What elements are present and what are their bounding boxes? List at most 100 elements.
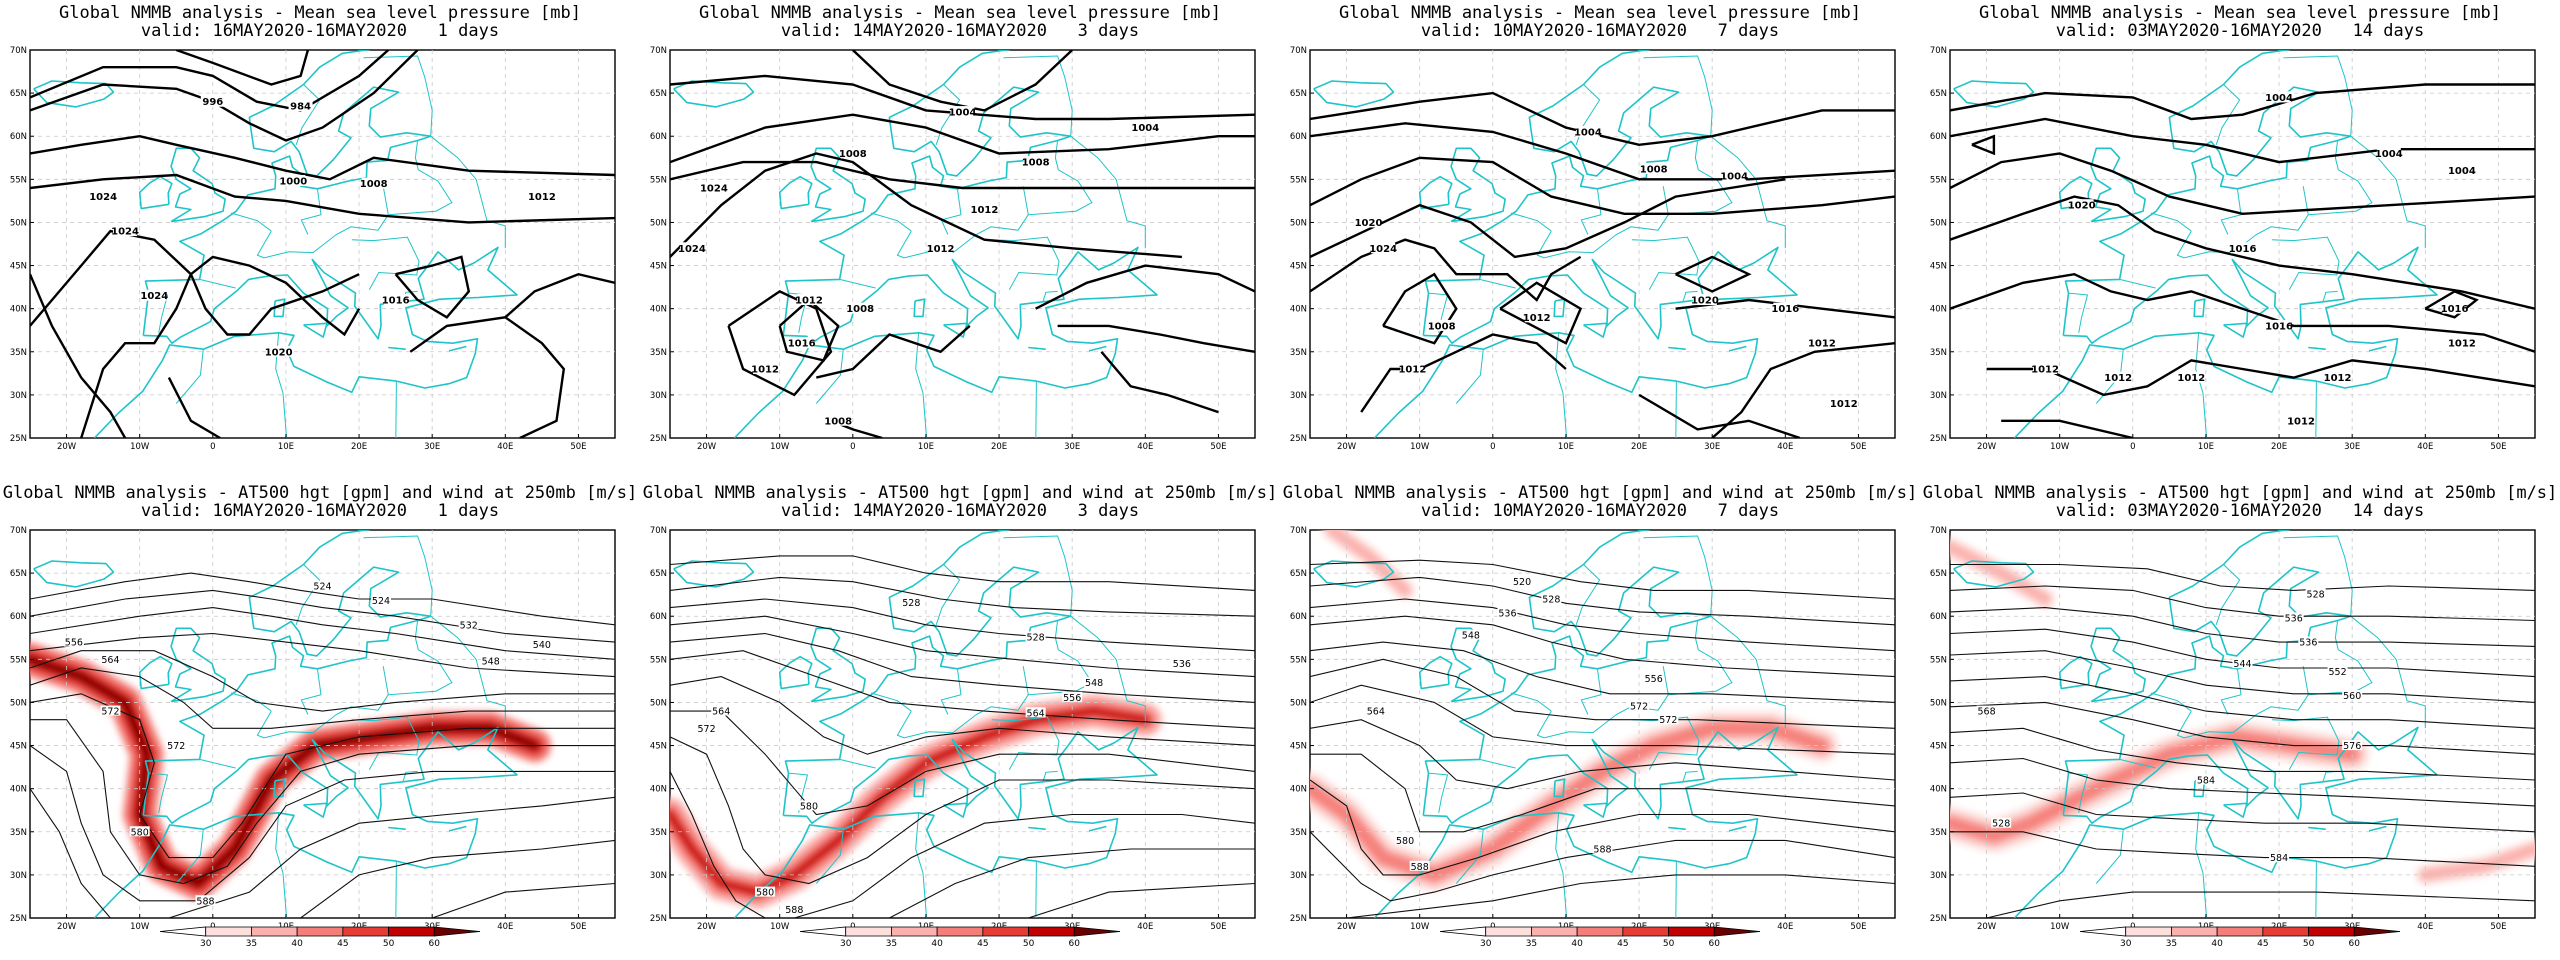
colorbar-label: 35 — [246, 939, 257, 949]
axis-ticks: 20W 10W 0 10E 20E 30E 40E 50E 70N 65N 60N 55N 50N 45N… — [10, 46, 587, 452]
colorbar-swatch — [1713, 926, 1761, 937]
lat-tick-label: 35N — [10, 828, 27, 838]
contour-label: 532 — [460, 620, 478, 631]
lat-tick-label: 60N — [1290, 612, 1307, 622]
colorbar-swatch — [2216, 926, 2264, 937]
colorbar-swatch — [1028, 926, 1075, 937]
lon-tick-label: 20E — [351, 442, 367, 452]
isobar-label: 1012 — [2324, 373, 2352, 384]
colorbar-label: 30 — [1480, 939, 1492, 949]
contour-label: 564 — [1027, 708, 1045, 719]
colorbar-swatch — [2262, 926, 2309, 937]
panel-title: Global NMMB analysis - AT500 hgt [gpm] a… — [642, 483, 1278, 503]
panel-title: Global NMMB analysis - Mean sea level pr… — [699, 3, 1221, 23]
lat-tick-label: 70N — [1290, 526, 1307, 536]
contour-label: 572 — [1630, 701, 1648, 712]
colorbar-label: 40 — [1571, 939, 1583, 949]
colorbar-label: 60 — [1709, 939, 1721, 949]
isobar-label: 1016 — [788, 339, 816, 350]
colorbar-swatch — [936, 926, 984, 937]
map-canvas: 1004 1004 1004 1020 1016 1016 1012 1012 1012 1012… — [1930, 46, 2536, 452]
contour-label: 568 — [1977, 707, 1995, 718]
colorbar-swatch — [1073, 926, 1121, 937]
panel-valid-period: valid: 03MAY2020-16MAY2020 14 days — [2055, 501, 2425, 521]
isobar-label: 1024 — [678, 244, 706, 255]
lon-tick-label: 20W — [1977, 442, 1997, 452]
lon-tick-label: 10W — [2050, 922, 2070, 932]
coastlines — [673, 50, 1158, 438]
colorbar-swatch — [2079, 926, 2127, 937]
contour-label: 576 — [2343, 741, 2361, 752]
contour-label: 588 — [1593, 845, 1611, 856]
lat-tick-label: 55N — [650, 175, 667, 185]
panel-valid-period: valid: 10MAY2020-16MAY2020 7 days — [1420, 21, 1780, 41]
contour-label: 528 — [902, 598, 920, 609]
lat-tick-label: 60N — [1290, 132, 1307, 142]
isobar-label: 1020 — [1355, 218, 1383, 229]
lat-tick-label: 65N — [650, 89, 667, 99]
colorbar-label: 50 — [2303, 939, 2315, 949]
map-panel-mslp-14d: Global NMMB analysis - Mean sea level pr… — [1920, 0, 2560, 480]
map-panel-mslp-3d: Global NMMB analysis - Mean sea level pr… — [640, 0, 1280, 480]
lat-tick-label: 40N — [10, 305, 27, 315]
colorbar-label: 35 — [2166, 939, 2177, 949]
contour-label: 556 — [1063, 693, 1081, 704]
colorbar-swatch — [982, 926, 1029, 937]
lon-tick-label: 20W — [57, 922, 77, 932]
lat-tick-label: 55N — [1290, 655, 1307, 665]
lat-tick-label: 55N — [1290, 175, 1307, 185]
lat-tick-label: 50N — [1290, 218, 1307, 228]
isobar-label: 1016 — [2229, 244, 2257, 255]
lon-tick-label: 10E — [278, 442, 294, 452]
lon-tick-label: 20W — [697, 922, 717, 932]
lat-tick-label: 45N — [1290, 262, 1307, 272]
isobar-label: 1012 — [2177, 373, 2205, 384]
contour-label: 580 — [756, 888, 774, 899]
lon-tick-label: 20W — [1977, 922, 1997, 932]
contour-label: 528 — [1992, 819, 2010, 830]
isobar-label: 1024 — [89, 192, 117, 203]
lat-tick-label: 45N — [1290, 742, 1307, 752]
lat-lon-grid — [1950, 530, 2535, 918]
colorbar-label: 45 — [337, 939, 348, 949]
isobar-label: 1008 — [824, 416, 852, 427]
contour-label: 536 — [2299, 638, 2317, 649]
map-canvas: 52852853654855656456457258058058820W10W0… — [650, 526, 1256, 949]
lon-tick-label: 10W — [770, 922, 790, 932]
colorbar-swatch — [799, 926, 847, 937]
isobar-label: 1012 — [1398, 365, 1426, 376]
isobar-labels: 1004 1004 1008 1008 1012 1012 1024 1024 1016 1012… — [678, 106, 1159, 427]
lat-tick-label: 45N — [10, 262, 27, 272]
lon-tick-label: 10W — [2050, 442, 2070, 452]
lat-tick-label: 40N — [650, 785, 667, 795]
colorbar-label: 50 — [1663, 939, 1675, 949]
lon-tick-label: 20E — [991, 442, 1007, 452]
isobar-label: 1024 — [1369, 244, 1397, 255]
lat-tick-label: 35N — [650, 828, 667, 838]
lat-tick-label: 55N — [10, 175, 27, 185]
lat-tick-label: 30N — [1290, 871, 1307, 881]
lat-tick-label: 50N — [650, 698, 667, 708]
lon-tick-label: 40E — [497, 922, 513, 932]
wind-speed-colorbar: 30 35 40 45 50 60 — [799, 926, 1121, 949]
isobar-label: 1000 — [279, 177, 307, 188]
lon-tick-label: 50E — [570, 442, 586, 452]
lon-tick-label: 30E — [1064, 442, 1080, 452]
lat-tick-label: 70N — [1930, 46, 1947, 56]
isobar-label: 996 — [202, 97, 223, 108]
panel-valid-period: valid: 14MAY2020-16MAY2020 3 days — [780, 501, 1140, 521]
country-borders — [788, 535, 1146, 918]
lat-tick-label: 30N — [10, 871, 27, 881]
lat-tick-label: 55N — [650, 655, 667, 665]
colorbar-label: 40 — [931, 939, 943, 949]
colorbar-swatch — [891, 926, 938, 937]
lat-tick-label: 30N — [1930, 871, 1947, 881]
colorbar-label: 45 — [2257, 939, 2268, 949]
lat-tick-label: 60N — [10, 612, 27, 622]
contour-label: 580 — [800, 801, 818, 812]
colorbar-label: 45 — [1617, 939, 1628, 949]
lon-tick-label: 50E — [570, 922, 586, 932]
contour-label: 564 — [712, 707, 730, 718]
axis-ticks: 20W 10W 0 10E 20E 30E 40E 50E 70N 65N 60N 55N 50N 45N… — [1930, 46, 2507, 452]
